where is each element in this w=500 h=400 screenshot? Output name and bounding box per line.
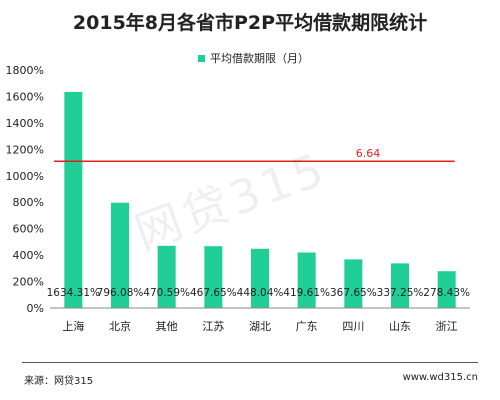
bar-value-label: 467.65% [190, 287, 237, 299]
bar [391, 263, 409, 308]
source-note: 来源：网贷315 [24, 376, 94, 387]
bar-value-label: 337.25% [377, 287, 424, 299]
bar-value-label: 448.04% [237, 287, 284, 299]
x-tick-label: 其他 [156, 320, 178, 333]
y-tick-label: 400% [13, 249, 44, 262]
legend-swatch [198, 54, 205, 62]
bar-value-label: 419.61% [283, 287, 330, 299]
bar-value-label: 470.59% [143, 287, 190, 299]
y-tick-label: 200% [13, 276, 44, 289]
bar-value-label: 278.43% [423, 287, 470, 299]
x-tick-label: 山东 [389, 320, 411, 333]
x-tick-label: 四川 [342, 320, 364, 333]
x-tick-label: 上海 [62, 319, 84, 333]
bar [437, 271, 456, 308]
y-tick-label: 1200% [6, 143, 44, 156]
site-url: www.wd315.cn [402, 372, 478, 383]
bar [297, 252, 316, 308]
y-tick-label: 1400% [6, 117, 44, 130]
bar-value-label: 796.08% [97, 287, 144, 299]
y-tick-label: 0% [27, 302, 44, 315]
bar [111, 202, 129, 308]
chart-title: 2015年8月各省市P2P平均借款期限统计 [72, 12, 428, 34]
x-tick-label: 湖北 [249, 320, 271, 333]
bar [344, 259, 363, 308]
bar-value-label: 367.65% [330, 287, 377, 299]
y-tick-label: 1800% [6, 64, 44, 77]
bar-value-label: 1634.31% [47, 287, 100, 299]
legend-label: 平均借款期限（月） [210, 52, 309, 65]
reference-line-label: 6.64 [356, 147, 381, 160]
y-tick-label: 1000% [6, 170, 44, 183]
legend: 平均借款期限（月） [198, 50, 309, 66]
bar [251, 248, 269, 308]
y-tick-label: 800% [13, 196, 44, 209]
footer-divider [22, 362, 478, 363]
x-tick-label: 浙江 [436, 320, 458, 333]
x-tick-label: 广东 [296, 320, 318, 333]
bar [157, 245, 176, 308]
bar [64, 91, 83, 308]
x-tick-label: 江苏 [202, 320, 224, 333]
y-tick-label: 600% [13, 223, 44, 236]
y-tick-label: 1600% [6, 90, 44, 103]
x-tick-label: 北京 [109, 319, 131, 333]
bar [204, 246, 223, 308]
